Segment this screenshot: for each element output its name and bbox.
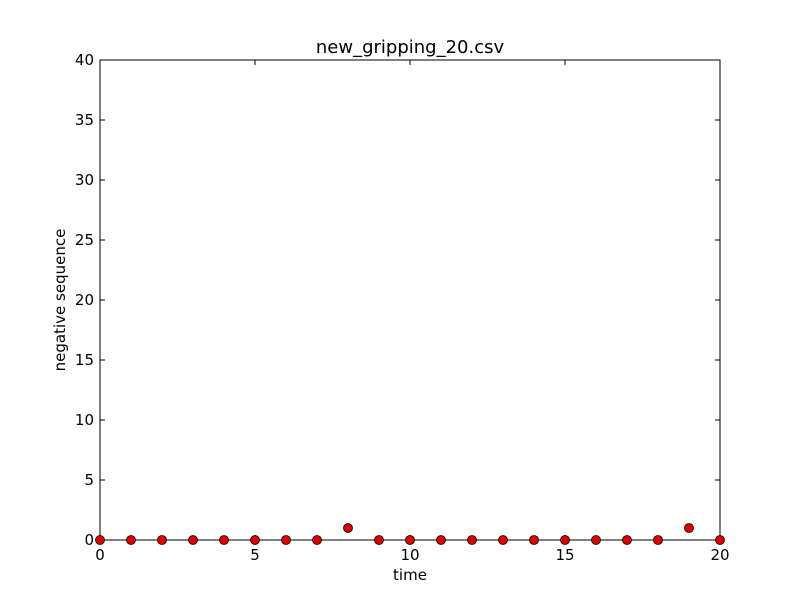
y-tick-label: 10 (75, 411, 94, 429)
data-point (281, 535, 291, 545)
data-point (219, 535, 229, 545)
data-point (188, 535, 198, 545)
y-tick-label: 25 (75, 231, 94, 249)
data-point (498, 535, 508, 545)
data-point (467, 535, 477, 545)
x-tick-label: 0 (95, 546, 105, 564)
y-tick-label: 15 (75, 351, 94, 369)
x-tick-label: 5 (250, 546, 260, 564)
data-point (343, 523, 353, 533)
y-tick-label: 0 (84, 531, 94, 549)
data-point (126, 535, 136, 545)
y-axis-title: negative sequence (51, 229, 69, 372)
data-point (250, 535, 260, 545)
x-tick-label: 15 (555, 546, 574, 564)
y-tick-label: 20 (75, 291, 94, 309)
x-axis-title: time (393, 566, 427, 584)
data-point (312, 535, 322, 545)
data-point (622, 535, 632, 545)
y-tick-label: 30 (75, 171, 94, 189)
data-point (436, 535, 446, 545)
data-point (684, 523, 694, 533)
y-tick-label: 35 (75, 111, 94, 129)
x-tick-label: 10 (400, 546, 419, 564)
y-tick-label: 40 (75, 51, 94, 69)
data-point (405, 535, 415, 545)
data-point (374, 535, 384, 545)
data-point (157, 535, 167, 545)
data-point (653, 535, 663, 545)
data-point (591, 535, 601, 545)
x-tick-label: 20 (710, 546, 729, 564)
chart-title: new_gripping_20.csv (316, 37, 505, 58)
data-point (715, 535, 725, 545)
data-point (560, 535, 570, 545)
data-point (95, 535, 105, 545)
plot-area: 0 5 10 15 20 0 5 10 15 20 25 30 35 40 (75, 51, 730, 564)
y-tick-label: 5 (84, 471, 94, 489)
data-point (529, 535, 539, 545)
